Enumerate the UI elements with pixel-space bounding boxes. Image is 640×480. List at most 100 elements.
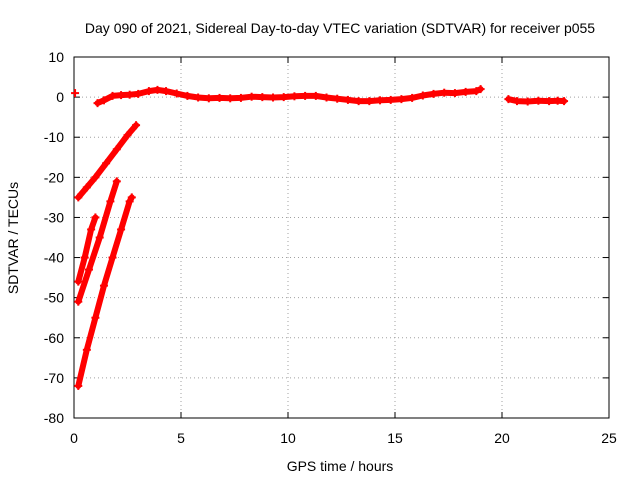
x-tick-label: 15 [387,430,403,446]
plus-marker [91,173,100,182]
plus-marker [418,91,427,100]
plus-marker [301,91,310,100]
plus-marker [91,213,100,222]
plus-marker [74,193,83,202]
plus-marker [125,197,134,206]
plus-marker [95,233,104,242]
data-series [71,85,569,390]
plus-marker [108,253,117,262]
plus-marker [84,265,93,274]
plus-marker [91,313,100,322]
plus-marker [215,93,224,102]
series-line [75,194,135,389]
plus-marker [258,93,267,102]
plus-marker [74,277,83,286]
plus-marker [162,87,171,96]
plus-marker [132,121,141,130]
series-descending-arc-1 [74,121,141,202]
y-tick-label: -30 [44,209,64,225]
plus-marker [269,93,278,102]
plus-marker [226,94,235,103]
plus-marker [311,91,320,100]
y-tick-label: 0 [56,89,64,105]
plus-marker [472,87,481,96]
plus-marker [117,225,126,234]
plus-marker [194,93,203,102]
y-tick-label: -80 [44,410,64,426]
plus-marker [144,87,153,96]
plus-marker [74,381,83,390]
axis-ticks [73,56,610,419]
plus-marker [172,89,181,98]
plus-marker [429,89,438,98]
plus-marker [512,97,521,106]
plus-marker [322,93,331,102]
plus-marker [236,93,245,102]
x-tick-label: 20 [494,430,510,446]
plus-marker [545,97,554,106]
y-tick-label: -10 [44,129,64,145]
plus-marker [450,89,459,98]
plus-marker [82,183,91,192]
plot-frame [73,56,610,419]
y-tick-label: -40 [44,250,64,266]
plus-marker [71,89,80,98]
y-tick-labels: -80 -70 -60 -50 -40 -30 -20 -10 0 10 [44,49,64,426]
y-tick-label: -70 [44,370,64,386]
plus-marker [247,92,256,101]
x-tick-label: 5 [177,430,185,446]
plus-marker [290,92,299,101]
plus-marker [93,99,102,108]
plus-marker [440,88,449,97]
plus-marker [376,96,385,105]
plus-marker [134,89,143,98]
plus-marker [365,97,374,106]
x-tick-label: 25 [601,430,617,446]
plus-marker [204,94,213,103]
plus-marker [125,90,134,99]
plus-marker [153,85,162,94]
plus-marker [333,94,342,103]
series-line [75,214,99,285]
plus-marker [106,197,115,206]
plus-marker [397,95,406,104]
chart-title: Day 090 of 2021, Sidereal Day-to-day VTE… [85,20,595,36]
plus-marker [87,225,96,234]
plus-marker [408,93,417,102]
x-tick-label: 0 [70,430,78,446]
plus-marker [476,85,485,94]
x-tick-label: 10 [280,430,296,446]
series-main-arc-2 [504,95,569,106]
y-axis-label: SDTVAR / TECUs [5,182,21,294]
plus-marker [183,91,192,100]
plus-marker [99,96,108,105]
plus-marker [534,96,543,105]
plus-marker [343,95,352,104]
plus-marker [99,281,108,290]
y-tick-label: 10 [48,49,64,65]
plus-marker [108,91,117,100]
series-isolated-point [71,89,80,98]
plus-marker [74,297,83,306]
y-tick-label: -60 [44,330,64,346]
plus-marker [102,159,111,168]
plus-marker [354,97,363,106]
plus-marker [504,95,513,104]
y-tick-label: -20 [44,169,64,185]
series-descending-arc-3 [74,177,121,306]
plus-marker [279,93,288,102]
plus-marker [82,345,91,354]
plus-marker [112,145,121,154]
plus-marker [117,91,126,100]
plus-marker [112,177,121,186]
plus-marker [461,87,470,96]
plus-marker [560,97,569,106]
series-descending-arc-2 [74,213,100,286]
y-tick-label: -50 [44,290,64,306]
plus-marker [386,95,395,104]
x-tick-labels: 0 5 10 15 20 25 [70,430,617,446]
plus-marker [80,253,89,262]
plus-marker [523,97,532,106]
grid-lines [74,57,609,418]
